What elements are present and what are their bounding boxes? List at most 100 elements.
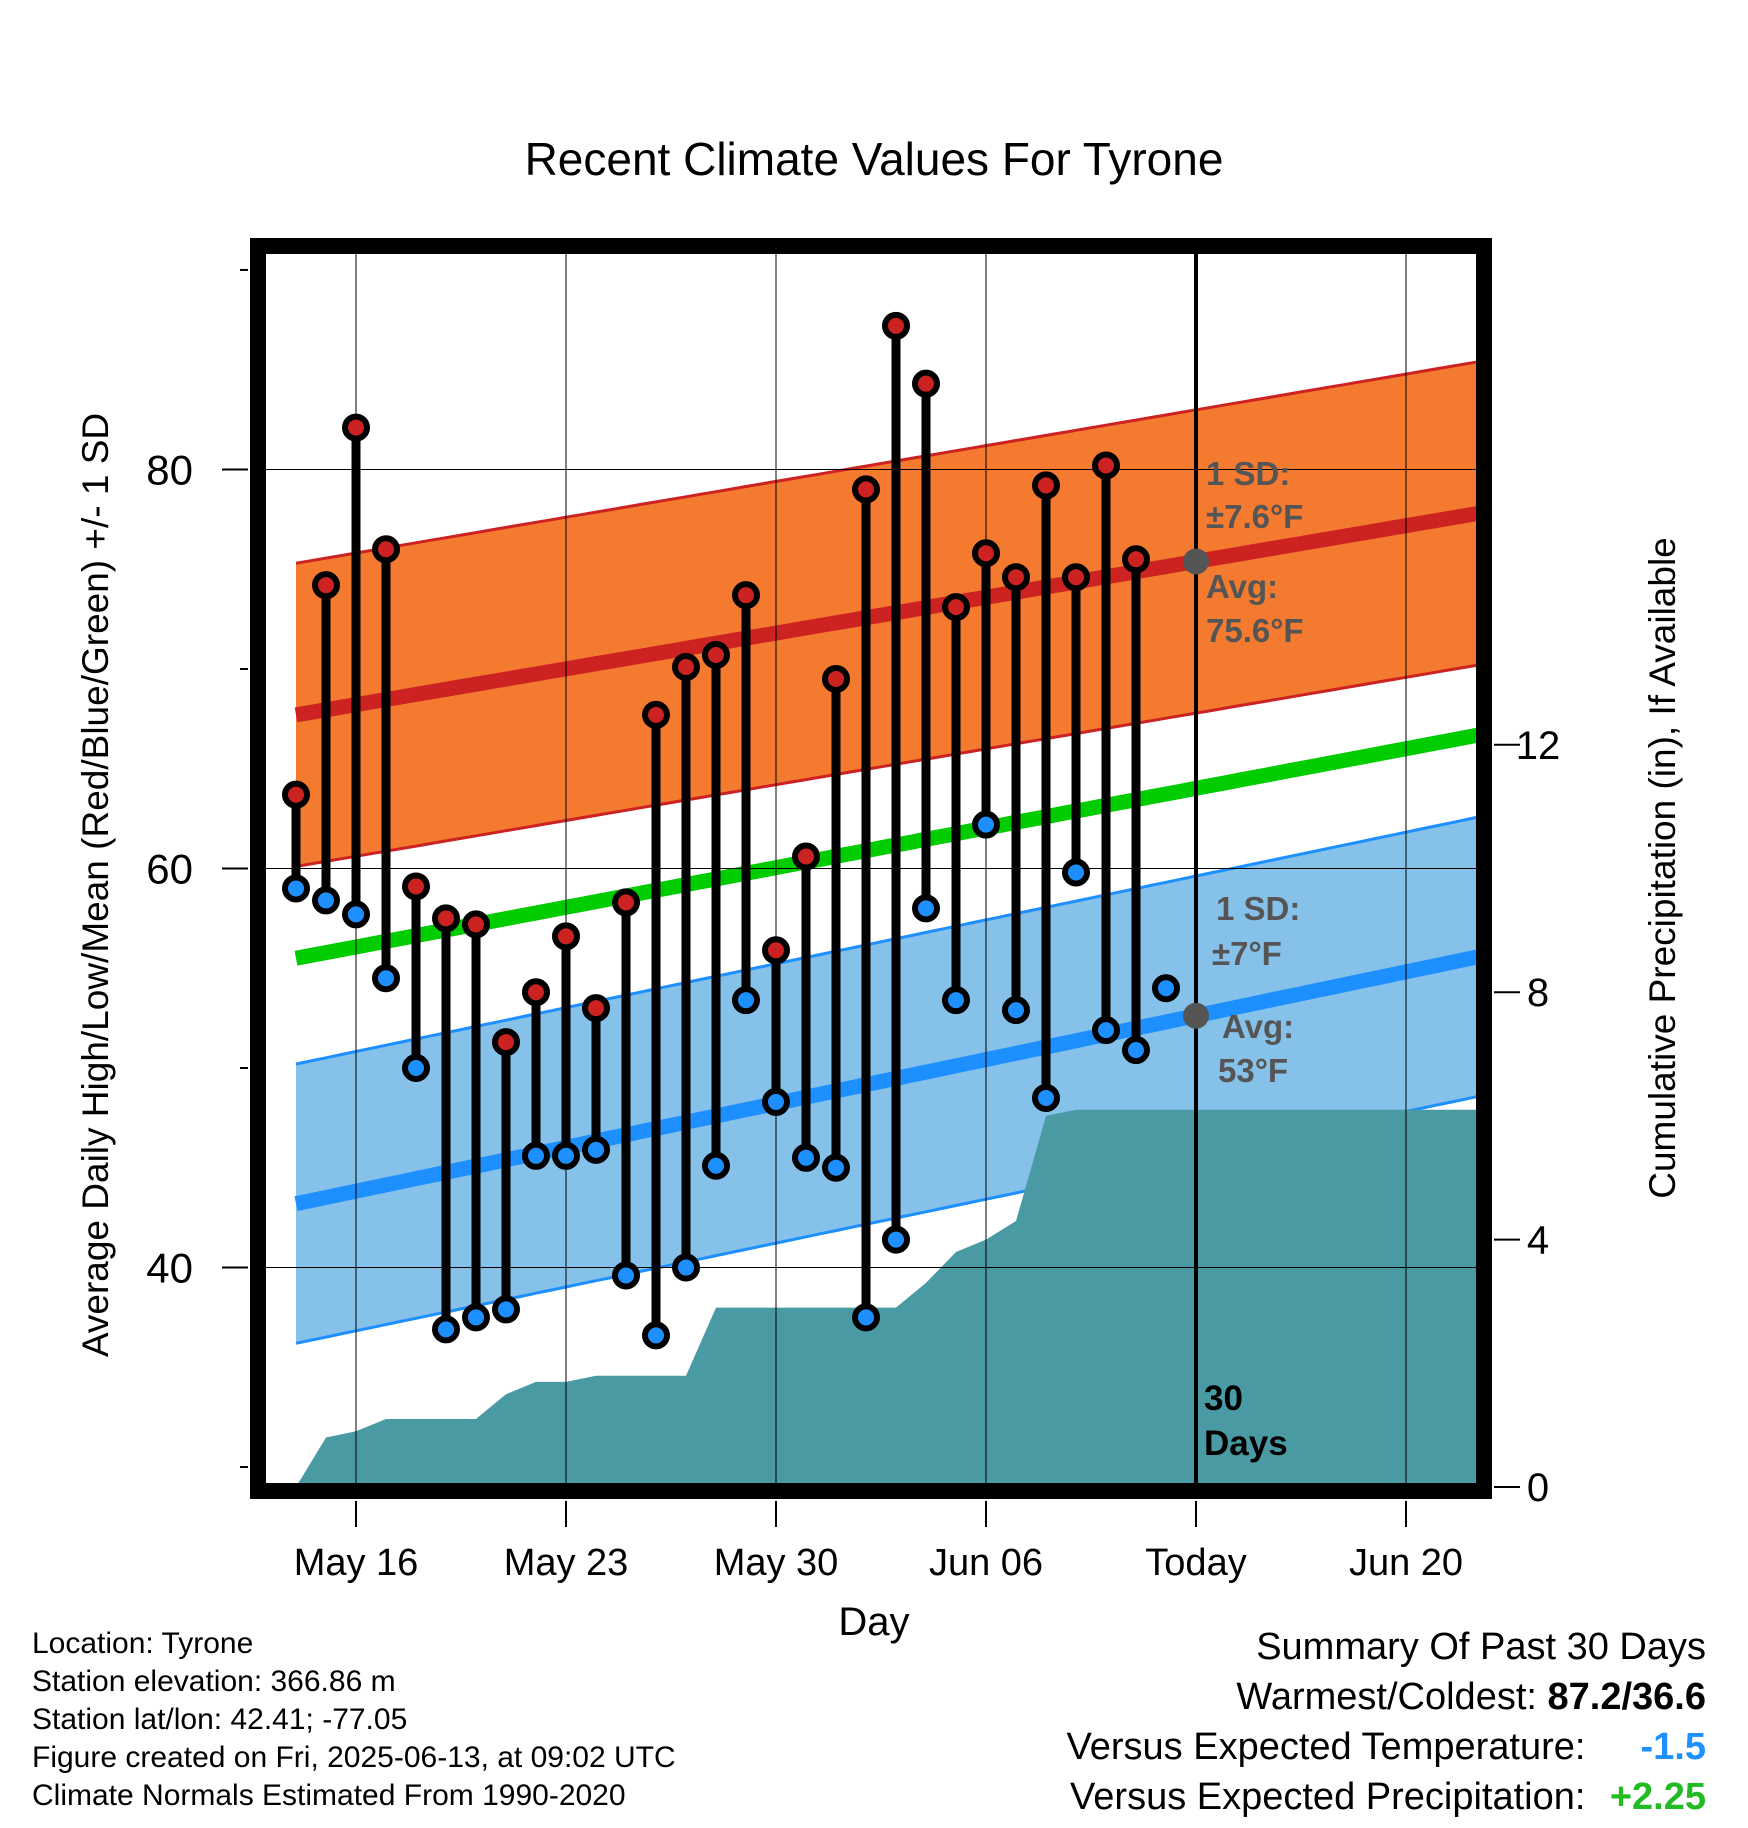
high-point <box>972 539 1000 568</box>
high-point <box>612 888 640 917</box>
high-avg-value: 75.6°F <box>1206 612 1304 649</box>
high-point <box>522 978 550 1007</box>
high-sd-band-upper-edge <box>295 359 1480 565</box>
high-avg-title: Avg: <box>1206 568 1278 605</box>
high-point <box>792 842 820 871</box>
low-point <box>702 1151 730 1180</box>
summary-panel: Summary Of Past 30 Days Warmest/Coldest:… <box>1067 1622 1706 1822</box>
latlon-text: Station lat/lon: 42.41; -77.05 <box>32 1703 408 1736</box>
low-point <box>1032 1083 1060 1112</box>
low-point <box>432 1315 460 1344</box>
y-tick-label: 60 <box>146 846 193 893</box>
low-point <box>642 1321 670 1350</box>
y2-tick-label: 12 <box>1516 724 1561 768</box>
low-point <box>762 1087 790 1116</box>
x-axis-label: Day <box>838 1600 909 1644</box>
low-point <box>492 1295 520 1324</box>
high-point <box>1002 563 1030 592</box>
low-point <box>1152 974 1180 1003</box>
created-text: Figure created on Fri, 2025-06-13, at 09… <box>32 1741 676 1774</box>
precip-label: Versus Expected Precipitation: <box>1070 1776 1586 1818</box>
high-point <box>492 1028 520 1057</box>
high-point <box>912 369 940 398</box>
today-avg-low-marker <box>1183 1002 1209 1029</box>
today-label-unit: Days <box>1204 1424 1288 1463</box>
low-point <box>522 1141 550 1170</box>
precip-value: +2.25 <box>1609 1776 1706 1818</box>
low-point <box>972 810 1000 839</box>
low-point <box>792 1143 820 1172</box>
low-point <box>852 1303 880 1332</box>
high-point <box>402 872 430 901</box>
x-tick-label: May 23 <box>504 1542 629 1584</box>
x-tick-label: Jun 20 <box>1349 1542 1463 1584</box>
high-point <box>672 652 700 681</box>
low-point <box>912 894 940 923</box>
high-sd-title: 1 SD: <box>1206 455 1290 492</box>
low-point <box>1062 858 1090 887</box>
high-point <box>342 413 370 442</box>
avg-low-line <box>294 948 1480 1212</box>
summary-title: Summary Of Past 30 Days <box>1256 1626 1706 1668</box>
temp-row: Versus Expected Temperature: -1.5 <box>1067 1722 1706 1772</box>
low-point <box>1122 1036 1150 1065</box>
high-point <box>942 593 970 622</box>
temp-value: -1.5 <box>1640 1726 1706 1768</box>
high-point <box>1092 451 1120 480</box>
low-point <box>672 1253 700 1282</box>
low-sd-value: ±7°F <box>1212 935 1282 972</box>
low-point <box>1002 996 1030 1025</box>
location-text: Location: Tyrone <box>32 1627 254 1660</box>
high-point <box>762 936 790 965</box>
low-point <box>552 1141 580 1170</box>
y-tick-label: 80 <box>146 446 193 493</box>
high-point <box>1122 545 1150 574</box>
y-axis-label: Average Daily High/Low/Mean (Red/Blue/Gr… <box>75 413 116 1357</box>
low-point <box>342 900 370 929</box>
high-point <box>732 581 760 610</box>
precip-area <box>296 1109 1480 1487</box>
low-point <box>372 964 400 993</box>
station-info: Location: Tyrone Station elevation: 366.… <box>32 1625 676 1815</box>
today-avg-high-marker <box>1183 548 1209 575</box>
avg-high-line <box>294 505 1480 723</box>
low-sd-title: 1 SD: <box>1216 890 1300 927</box>
low-point <box>402 1054 430 1083</box>
plot-area: 1 SD: ±7.6°F Avg: 75.6°F 1 SD: ±7°F Avg: 53°F 30… <box>146 238 1561 1584</box>
plot-frame <box>250 238 1492 1499</box>
low-point <box>612 1261 640 1290</box>
high-point <box>1032 471 1060 500</box>
temp-label: Versus Expected Temperature: <box>1066 1726 1586 1768</box>
high-point <box>552 922 580 951</box>
low-avg-value: 53°F <box>1218 1052 1288 1089</box>
y2-axis-label: Cumulative Precipitation (in), If Availa… <box>1642 537 1683 1199</box>
low-point <box>282 874 310 903</box>
y2-tick-label: 4 <box>1527 1219 1549 1263</box>
high-point <box>282 780 310 809</box>
low-point <box>1092 1016 1120 1045</box>
y-tick-label: 40 <box>146 1245 193 1292</box>
x-tick-label: May 30 <box>714 1542 839 1584</box>
warm-cold-value: 87.2/36.6 <box>1547 1676 1706 1718</box>
high-sd-band-lower-edge <box>295 663 1480 868</box>
high-point <box>462 910 490 939</box>
low-point <box>942 986 970 1015</box>
high-point <box>372 535 400 564</box>
x-tick-label: Today <box>1145 1542 1246 1584</box>
elevation-text: Station elevation: 366.86 m <box>32 1665 396 1698</box>
plot-inner: 1 SD: ±7.6°F Avg: 75.6°F 1 SD: ±7°F Avg: 53°F 30… <box>262 250 1480 1487</box>
x-tick-label: May 16 <box>294 1542 419 1584</box>
today-label-number: 30 <box>1204 1379 1243 1418</box>
low-point <box>462 1303 490 1332</box>
high-point <box>582 994 610 1023</box>
low-point <box>582 1135 610 1164</box>
normals-text: Climate Normals Estimated From 1990-2020 <box>32 1779 626 1812</box>
high-point <box>882 311 910 340</box>
high-point <box>642 700 670 729</box>
avg-mean-line <box>294 727 1480 966</box>
warm-cold-row: Warmest/Coldest: 87.2/36.6 <box>1067 1672 1706 1722</box>
y2-tick-label: 0 <box>1527 1466 1549 1510</box>
high-point <box>312 571 340 600</box>
low-point <box>882 1225 910 1254</box>
